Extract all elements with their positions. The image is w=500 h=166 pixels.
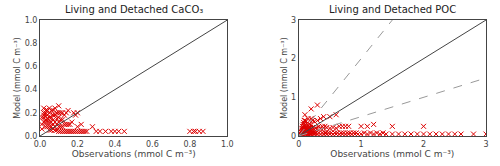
svg-text:Observations (mmol C m⁻³): Observations (mmol C m⁻³) [72,149,196,159]
svg-text:0.6: 0.6 [25,62,38,71]
svg-text:1: 1 [291,93,296,102]
svg-text:Observations (mmol C m⁻³): Observations (mmol C m⁻³) [330,149,454,159]
svg-text:2: 2 [421,140,426,149]
svg-text:0.4: 0.4 [25,85,38,94]
svg-text:0.8: 0.8 [25,39,38,48]
svg-text:Living and Detached POC: Living and Detached POC [329,4,456,15]
svg-text:Living and Detached CaCO₃: Living and Detached CaCO₃ [65,4,203,15]
svg-text:Model (mmol C m⁻³): Model (mmol C m⁻³) [280,37,289,118]
svg-text:0.8: 0.8 [183,140,196,149]
svg-text:0.4: 0.4 [109,140,122,149]
svg-text:0.2: 0.2 [25,109,38,118]
svg-text:0: 0 [296,140,301,149]
svg-text:0.6: 0.6 [146,140,159,149]
svg-text:2: 2 [291,54,296,63]
svg-text:3: 3 [483,140,488,149]
svg-text:1.0: 1.0 [221,140,234,149]
svg-text:1: 1 [359,140,364,149]
svg-text:1.0: 1.0 [25,16,38,25]
svg-text:0: 0 [291,132,296,141]
svg-text:0.2: 0.2 [71,140,84,149]
svg-text:0.0: 0.0 [34,140,47,149]
svg-text:Model (mmol C m⁻³): Model (mmol C m⁻³) [13,37,22,118]
svg-text:3: 3 [291,16,296,25]
svg-text:0.0: 0.0 [25,132,38,141]
